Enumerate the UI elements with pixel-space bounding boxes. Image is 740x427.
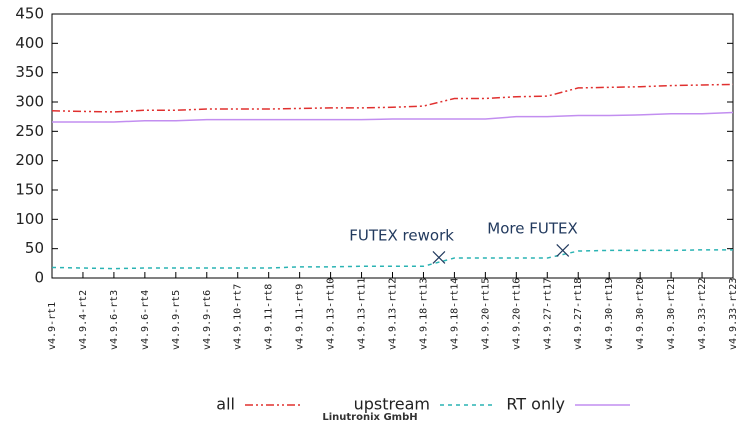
legend-label: all bbox=[216, 395, 235, 414]
y-tick-label: 300 bbox=[15, 93, 44, 111]
x-tick-label: v4.9.30-rt20 bbox=[635, 278, 646, 350]
x-tick-label: v4.9.20-rt15 bbox=[480, 278, 491, 350]
y-tick-label: 450 bbox=[15, 5, 44, 23]
y-tick-label: 100 bbox=[15, 210, 44, 228]
x-tick-label: v4.9.11-rt8 bbox=[264, 284, 275, 350]
x-tick-label: v4.9.18-rt14 bbox=[449, 278, 460, 350]
annotation-marker bbox=[556, 244, 570, 257]
annotation-marker bbox=[432, 251, 446, 264]
y-tick-label: 150 bbox=[15, 181, 44, 199]
x-tick-label: v4.9-rt1 bbox=[47, 302, 58, 350]
x-tick-label: v4.9.33-rt23 bbox=[728, 278, 739, 350]
x-tick-label: v4.9.4-rt2 bbox=[78, 290, 89, 350]
x-tick-label: v4.9.6-rt4 bbox=[140, 290, 151, 350]
x-tick-label: v4.9.27-rt18 bbox=[573, 278, 584, 350]
x-tick-label: v4.9.13-rt11 bbox=[357, 278, 368, 350]
series-line bbox=[51, 249, 733, 270]
series-line bbox=[52, 111, 734, 123]
x-tick-label: v4.9.13-rt12 bbox=[388, 278, 399, 350]
x-tick-label: v4.9.13-rt10 bbox=[326, 278, 337, 350]
y-tick-label: 400 bbox=[15, 34, 44, 52]
x-tick-label: v4.9.9-rt6 bbox=[202, 290, 213, 350]
y-tick-label: 350 bbox=[15, 63, 44, 81]
y-tick-label: 0 bbox=[34, 269, 44, 287]
x-tick-label: v4.9.10-rt7 bbox=[233, 284, 244, 350]
x-tick-label: v4.9.27-rt17 bbox=[542, 278, 553, 350]
annotation-text: More FUTEX bbox=[487, 219, 577, 237]
x-tick-label: v4.9.33-rt22 bbox=[697, 278, 708, 350]
series-line bbox=[51, 83, 734, 113]
x-tick-label: v4.9.11-rt9 bbox=[295, 284, 306, 350]
x-tick-label: v4.9.30-rt21 bbox=[666, 278, 677, 350]
x-tick-label: v4.9.30-rt19 bbox=[604, 278, 615, 350]
x-tick-label: v4.9.6-rt3 bbox=[109, 290, 120, 350]
x-tick-label: v4.9.9-rt5 bbox=[171, 290, 182, 350]
x-tick-label: v4.9.20-rt16 bbox=[511, 278, 522, 350]
x-tick-label: v4.9.18-rt13 bbox=[418, 278, 429, 350]
annotation-text: FUTEX rework bbox=[349, 226, 454, 244]
legend-label: RT only bbox=[506, 395, 565, 414]
y-tick-label: 200 bbox=[15, 151, 44, 169]
y-tick-label: 50 bbox=[25, 239, 44, 257]
footer: Linutronix GmbH bbox=[322, 412, 417, 423]
y-tick-label: 250 bbox=[15, 122, 44, 140]
legend-label: upstream bbox=[354, 395, 430, 414]
